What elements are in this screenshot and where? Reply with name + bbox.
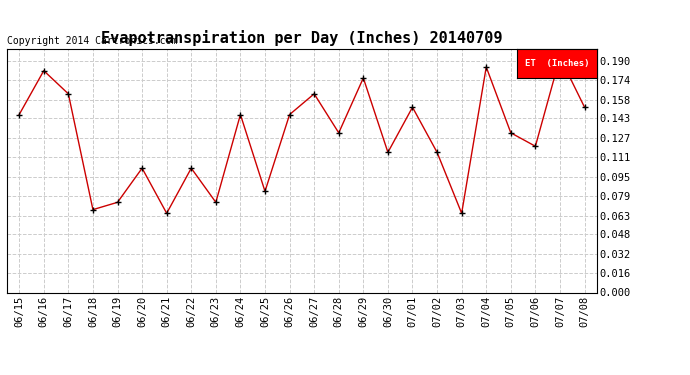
Text: Copyright 2014 Cartronics.com: Copyright 2014 Cartronics.com — [7, 36, 177, 46]
Title: Evapotranspiration per Day (Inches) 20140709: Evapotranspiration per Day (Inches) 2014… — [101, 30, 502, 46]
